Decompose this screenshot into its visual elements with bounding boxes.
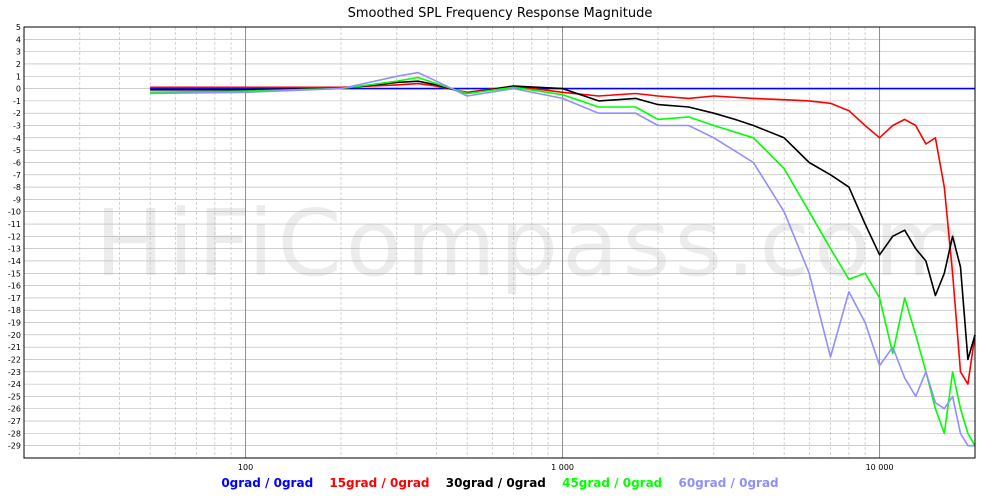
y-tick-label: -12 xyxy=(8,232,21,241)
y-tick-label: 5 xyxy=(16,23,21,32)
y-tick-label: -2 xyxy=(13,109,21,118)
x-tick-label: 1 000 xyxy=(551,463,574,472)
y-tick-label: -16 xyxy=(8,282,21,291)
y-tick-label: -14 xyxy=(8,257,21,266)
y-tick-label: -17 xyxy=(8,294,21,303)
legend-item-30grad: 30grad / 0grad xyxy=(445,476,546,490)
y-tick-label: 1 xyxy=(16,72,21,81)
legend-item-0grad: 0grad / 0grad xyxy=(221,476,314,490)
x-tick-labels: 100 1 000 10 000 xyxy=(238,463,894,472)
y-tick-label: -10 xyxy=(8,208,21,217)
y-tick-label: 3 xyxy=(16,48,21,57)
y-tick-label: -23 xyxy=(8,368,21,377)
legend-item-45grad: 45grad / 0grad xyxy=(562,476,663,490)
y-tick-label: -26 xyxy=(8,405,21,414)
y-tick-label: -3 xyxy=(13,122,21,131)
legend: 0grad / 0grad 15grad / 0grad 30grad / 0g… xyxy=(0,476,1000,490)
y-tick-label: -28 xyxy=(8,429,21,438)
y-tick-label: -11 xyxy=(8,220,21,229)
y-tick-label: -15 xyxy=(8,269,21,278)
y-tick-label: 4 xyxy=(16,35,21,44)
y-tick-label: -5 xyxy=(13,146,21,155)
chart-title: Smoothed SPL Frequency Response Magnitud… xyxy=(347,6,653,21)
legend-item-60grad: 60grad / 0grad xyxy=(678,476,779,490)
y-tick-label: -29 xyxy=(8,442,21,451)
y-tick-label: -1 xyxy=(13,97,21,106)
y-tick-label: -13 xyxy=(8,245,21,254)
y-tick-label: 2 xyxy=(16,60,21,69)
y-tick-label: -24 xyxy=(8,380,21,389)
x-tick-label: 100 xyxy=(238,463,253,472)
y-tick-label: -7 xyxy=(13,171,21,180)
series-line-60grad-0grad xyxy=(150,71,975,447)
series-line-15grad-0grad xyxy=(150,82,976,385)
series-line-30grad-0grad xyxy=(150,80,976,361)
y-tick-label: -22 xyxy=(8,355,21,364)
plot-frame xyxy=(23,26,976,459)
y-tick-label: -27 xyxy=(8,417,21,426)
x-tick-label: 10 000 xyxy=(866,463,894,472)
y-tick-labels: 5 4 3 2 1 0 -1 -2 -3 -4 -5 -6 -7 -8 -9 -10 -11 -12 -13 -14 -… xyxy=(8,23,21,451)
y-tick-label: -25 xyxy=(8,392,21,401)
y-tick-label: -9 xyxy=(13,195,21,204)
legend-item-15grad: 15grad / 0grad xyxy=(329,476,430,490)
y-tick-label: -21 xyxy=(8,343,21,352)
y-tick-label: -6 xyxy=(13,158,21,167)
y-tick-label: -18 xyxy=(8,306,21,315)
y-tick-label: -8 xyxy=(13,183,21,192)
series-line-45grad-0grad xyxy=(150,76,976,447)
y-tick-label: -4 xyxy=(13,134,21,143)
y-tick-label: -20 xyxy=(8,331,21,340)
y-tick-label: -19 xyxy=(8,319,21,328)
y-tick-label: 0 xyxy=(16,85,21,94)
series-lines xyxy=(150,71,976,447)
